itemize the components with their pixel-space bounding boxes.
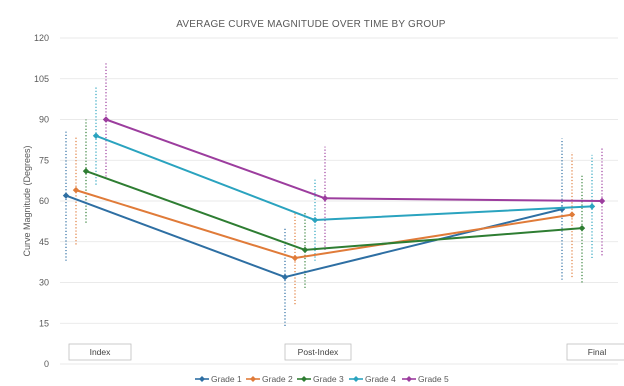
error-bars: [65, 62, 603, 326]
y-tick-label: 30: [39, 278, 49, 288]
y-tick-label: 120: [34, 33, 49, 43]
legend: Grade 1 Grade 2 Grade 3 Grade 4 Grade 5: [195, 374, 449, 384]
category-post-index: Post-Index: [284, 343, 352, 361]
series-4: [92, 132, 596, 224]
data-point: [62, 192, 70, 199]
legend-marker: [250, 376, 256, 382]
y-tick-label: 60: [39, 196, 49, 206]
category-box: [68, 343, 132, 361]
data-point: [311, 216, 319, 224]
y-tick-label: 15: [39, 318, 49, 328]
gridlines: [60, 37, 618, 365]
category-final: Final: [566, 343, 624, 361]
data-point: [321, 195, 329, 202]
category-index: Index: [68, 343, 132, 361]
series-1: [62, 192, 566, 281]
legend-marker: [199, 376, 205, 382]
legend-label: Grade 5: [418, 374, 449, 384]
series-2: [72, 186, 576, 262]
legend-label: Grade 1: [211, 374, 242, 384]
legend-marker: [353, 376, 359, 382]
x-tick-label: Final: [588, 347, 607, 357]
data-point: [82, 167, 90, 175]
y-axis-title: Curve Magnitude (Degrees): [22, 145, 32, 256]
y-axis-ticks: 0 15 30 45 60 75 90 105 120: [34, 33, 49, 369]
y-tick-label: 105: [34, 74, 49, 84]
series-lines: [62, 116, 606, 281]
legend-label: Grade 4: [365, 374, 396, 384]
x-axis-categories: Index Post-Index Final: [68, 343, 624, 361]
data-point: [72, 186, 80, 194]
legend-item: Grade 1: [195, 374, 242, 384]
data-point: [92, 132, 100, 139]
data-point: [291, 254, 299, 262]
legend-item: Grade 5: [402, 374, 449, 384]
data-point: [102, 116, 110, 123]
category-box: [284, 343, 352, 361]
legend-item: Grade 3: [297, 374, 344, 384]
data-point: [301, 246, 309, 254]
legend-item: Grade 4: [349, 374, 396, 384]
data-point: [578, 224, 586, 232]
data-point: [598, 197, 606, 205]
legend-marker: [406, 376, 412, 382]
legend-label: Grade 3: [313, 374, 344, 384]
x-tick-label: Index: [90, 347, 112, 357]
legend-label: Grade 2: [262, 374, 293, 384]
y-tick-label: 75: [39, 155, 49, 165]
series-line: [95, 134, 593, 222]
legend-marker: [301, 376, 307, 382]
legend-item: Grade 2: [246, 374, 293, 384]
series-3: [82, 167, 586, 254]
y-tick-label: 90: [39, 115, 49, 125]
y-tick-label: 45: [39, 237, 49, 247]
data-point: [281, 273, 289, 281]
data-point: [588, 203, 596, 210]
y-tick-label: 0: [44, 359, 49, 369]
chart-title: AVERAGE CURVE MAGNITUDE OVER TIME BY GRO…: [176, 19, 446, 30]
category-box: [566, 343, 624, 361]
series-5: [102, 116, 606, 205]
data-point: [568, 211, 576, 218]
x-tick-label: Post-Index: [298, 347, 339, 357]
